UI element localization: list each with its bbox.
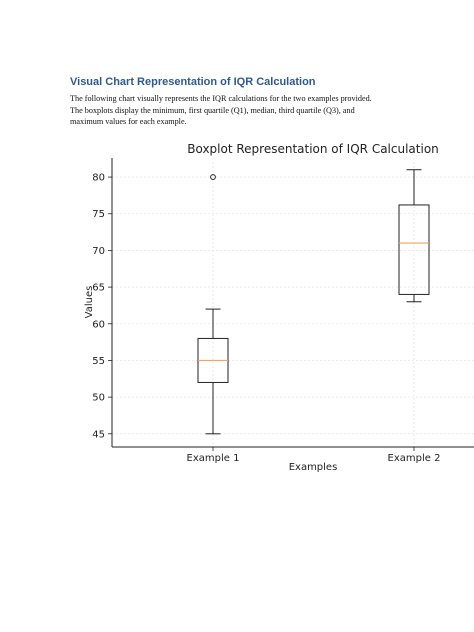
paragraph-line-2: The boxplots display the minimum, first … [70, 106, 355, 115]
x-axis-label: Examples [289, 462, 338, 473]
outlier-point [210, 174, 216, 180]
y-tick-label: 65 [92, 283, 105, 294]
y-tick-label: 60 [92, 319, 105, 330]
paragraph-line-1: The following chart visually represents … [70, 94, 372, 103]
y-tick-label: 75 [92, 209, 105, 220]
boxplot-2 [398, 169, 430, 303]
y-axis-label: Values [84, 286, 95, 319]
axes: 45 50 55 60 65 70 75 80 Example 1 Example 2 [92, 158, 474, 464]
grid-lines [112, 158, 474, 447]
boxplot-1 [197, 174, 229, 435]
section-heading: Visual Chart Representation of IQR Calcu… [70, 76, 316, 88]
y-tick-label: 55 [92, 356, 105, 367]
chart-title: Boxplot Representation of IQR Calculatio… [187, 142, 439, 156]
box-marks [197, 169, 430, 435]
y-tick-label: 70 [92, 246, 105, 257]
y-tick-label: 45 [92, 429, 105, 440]
iqr-box [398, 204, 430, 295]
y-tick-label: 80 [92, 173, 105, 184]
paragraph-line-3: maximum values for each example. [70, 117, 187, 126]
x-tick-label: Example 2 [388, 453, 441, 464]
x-tick-label: Example 1 [187, 453, 240, 464]
y-tick-label: 50 [92, 393, 105, 404]
